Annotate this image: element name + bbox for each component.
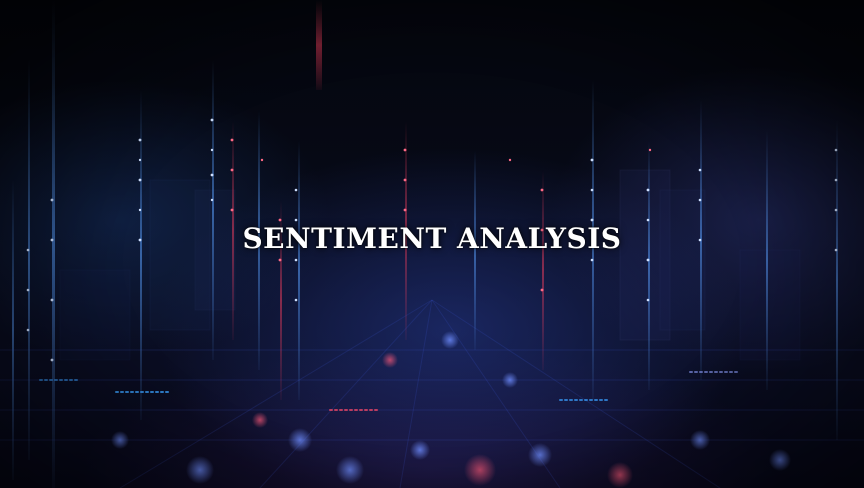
page-title: SENTIMENT ANALYSIS xyxy=(242,222,622,255)
data-dots-red xyxy=(230,138,652,292)
light-streaks xyxy=(39,371,741,411)
glass-panels xyxy=(59,169,801,361)
